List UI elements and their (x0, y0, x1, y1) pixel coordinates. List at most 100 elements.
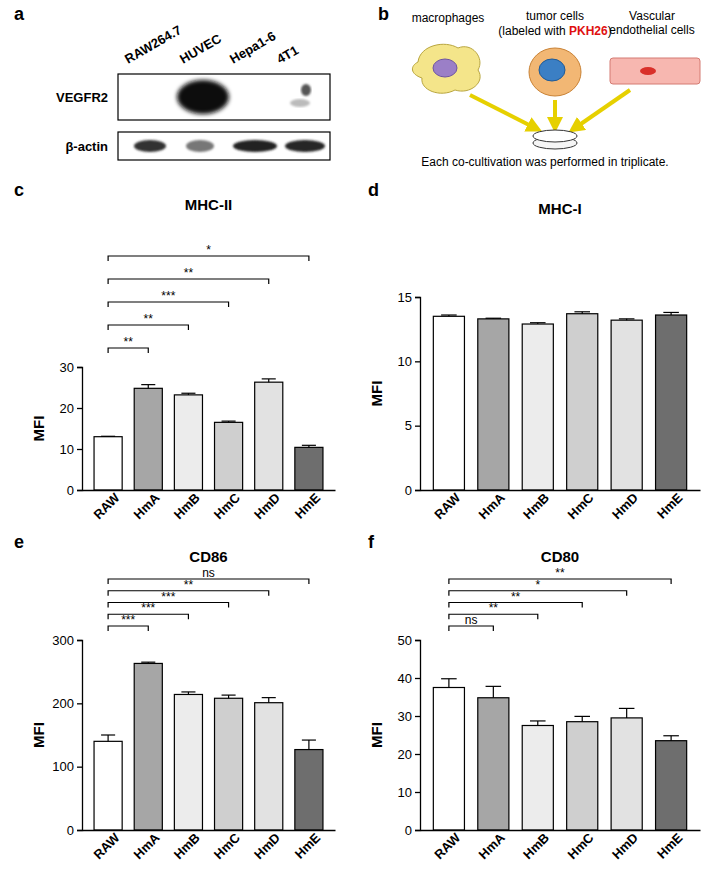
blot-band (134, 140, 166, 152)
y-tick: 40 (398, 671, 420, 686)
item-label: Vascularendothelial cells (609, 9, 694, 37)
y-tick: 10 (398, 354, 420, 369)
x-tick: HmC (211, 490, 243, 522)
error-bar-stem (268, 698, 269, 703)
bar (134, 388, 162, 490)
x-tick: RAW (431, 830, 464, 863)
x-tick: HmE (654, 830, 686, 862)
y-tick-label: 10 (398, 785, 412, 800)
y-tick: 200 (52, 696, 82, 711)
y-tick-mark (415, 716, 420, 717)
error-bar-cap (222, 694, 236, 695)
error-bar (574, 716, 590, 721)
x-tick: HmB (520, 490, 552, 522)
note-part: PKH26 (569, 24, 608, 38)
figure: aRAW264.7HUVECHepa1-64T1VEGFR2β-actinbma… (0, 0, 708, 876)
error-bar (441, 315, 457, 316)
bar (134, 663, 162, 830)
error-bar-cap (141, 662, 155, 663)
y-axis: 01020304050 (398, 633, 421, 838)
bar (94, 741, 122, 830)
x-tick-label: HmB (171, 490, 203, 522)
x-tick: HmD (251, 490, 283, 522)
bar-chart: cMHC-IIMFI0102030RAWHmAHmBHmCHmDHmE*****… (14, 180, 336, 522)
y-tick-mark (77, 408, 82, 409)
error-bar-cap (222, 421, 236, 422)
bar (656, 741, 687, 830)
x-tick-label: HmA (131, 490, 163, 522)
significance-label: * (535, 578, 540, 592)
error-bar (619, 319, 635, 320)
x-tick-label: HmB (171, 830, 203, 862)
significance-label: ** (489, 601, 499, 615)
panel-label: f (368, 532, 375, 552)
bar (94, 437, 122, 490)
x-tick-label: HmB (520, 490, 552, 522)
x-tick-label: HmE (292, 490, 324, 522)
x-tick: RAW (431, 490, 464, 523)
x-tick: HmD (609, 830, 641, 862)
x-tick-label: HmD (251, 830, 283, 862)
blot-band (233, 140, 277, 152)
x-tick: HmB (171, 830, 203, 862)
y-tick: 30 (398, 709, 420, 724)
x-tick: RAW (90, 830, 123, 863)
y-tick-mark (415, 297, 420, 298)
lane-label: Hepa1-6 (227, 28, 278, 66)
macrophage-nucleus (433, 59, 457, 77)
error-bar (262, 379, 276, 382)
y-tick: 0 (405, 823, 420, 838)
y-tick-label: 0 (67, 483, 74, 498)
y-axis-title: MFI (368, 381, 385, 407)
bar (174, 395, 202, 490)
y-tick-label: 15 (398, 290, 412, 305)
y-tick: 30 (60, 360, 82, 375)
x-axis: RAWHmAHmBHmCHmDHmE (421, 490, 701, 523)
bar (522, 726, 553, 831)
significance-label: *** (141, 601, 155, 615)
y-axis-line (415, 641, 421, 831)
error-bar (141, 385, 155, 389)
arrow (575, 90, 630, 128)
x-tick-label: RAW (431, 830, 464, 863)
x-tick: HmC (211, 830, 243, 862)
y-tick: 20 (60, 401, 82, 416)
significance-label: *** (121, 613, 135, 627)
endothelial-nucleus (640, 67, 656, 75)
y-tick-label: 10 (60, 442, 74, 457)
arrow (553, 100, 557, 125)
y-tick: 20 (398, 747, 420, 762)
error-bar (302, 445, 316, 447)
bar (433, 316, 464, 490)
error-bar-cap (619, 318, 635, 319)
chart-title: MHC-II (185, 196, 233, 213)
plot-area (433, 679, 686, 830)
error-bar-stem (448, 679, 449, 688)
macrophage-icon (412, 44, 480, 93)
x-axis-line (421, 830, 701, 831)
y-tick: 100 (52, 759, 82, 774)
error-bar-cap (101, 436, 115, 437)
x-tick: HmA (131, 490, 163, 522)
bar (656, 315, 687, 490)
panel-label: c (14, 180, 24, 200)
error-bar-cap (441, 678, 457, 679)
x-tick-label: HmE (654, 490, 686, 522)
significance-label: ns (202, 566, 215, 580)
error-bar-cap (141, 384, 155, 385)
bar (478, 319, 509, 490)
significance-label: ** (144, 312, 154, 326)
y-tick-label: 100 (52, 759, 74, 774)
panel-a: aRAW264.7HUVECHepa1-64T1VEGFR2β-actin (14, 4, 330, 160)
error-bar-stem (308, 740, 309, 750)
plot-area (94, 662, 323, 830)
x-tick-label: HmE (292, 830, 324, 862)
y-tick-label: 10 (398, 354, 412, 369)
bar (174, 694, 202, 830)
item-note: (labeled with PKH26) (498, 24, 611, 38)
error-bar-cap (486, 686, 502, 687)
y-tick-mark (415, 640, 420, 641)
error-bar-stem (108, 735, 109, 741)
error-bar (486, 318, 502, 320)
y-tick-mark (415, 426, 420, 427)
